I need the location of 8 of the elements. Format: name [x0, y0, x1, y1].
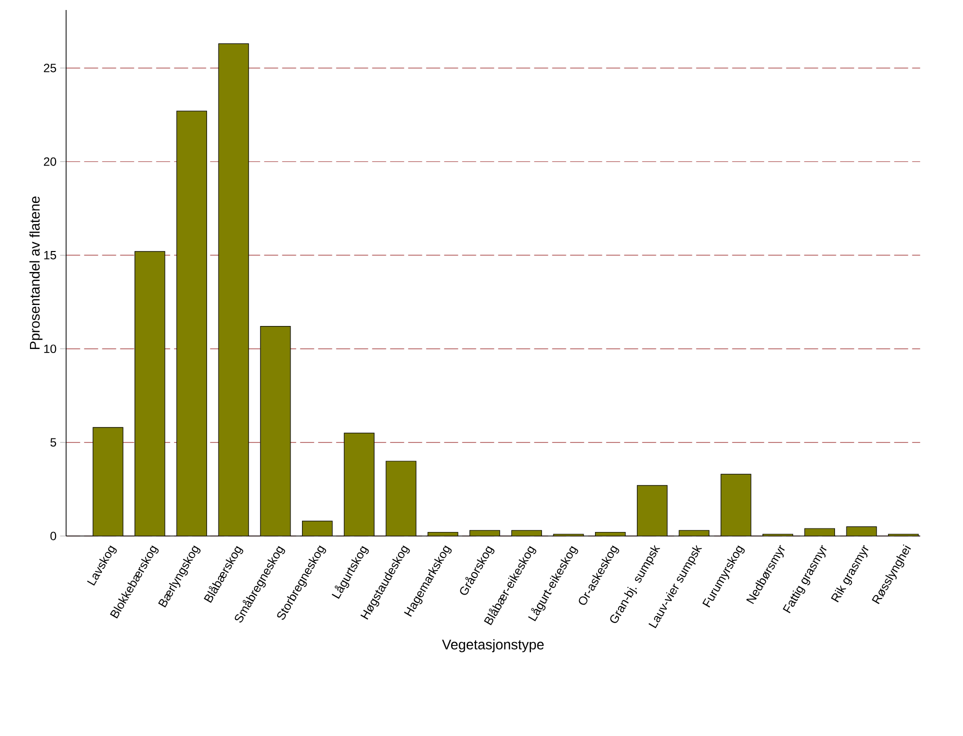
y-tick-label: 10	[44, 344, 56, 354]
x-axis-title: Vegetasjonstype	[442, 639, 544, 652]
y-tick-label: 25	[44, 64, 56, 72]
y-tick-label: 20	[44, 157, 56, 166]
y-tick-label: 5	[50, 438, 56, 447]
y-tick-label: 15	[44, 251, 56, 260]
y-axis-title: Pprosentandel av flatene	[29, 196, 42, 350]
y-tick-label: 0	[50, 532, 56, 540]
